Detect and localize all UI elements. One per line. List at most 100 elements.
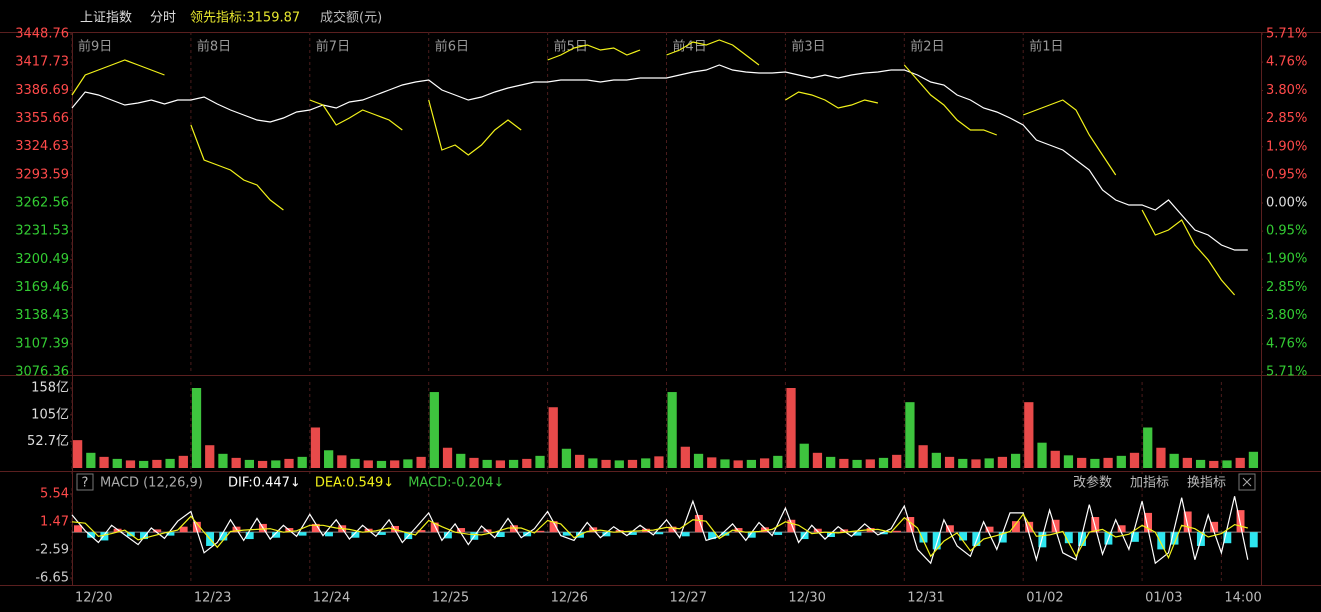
macd-bar bbox=[747, 532, 756, 538]
macd-bar bbox=[1078, 532, 1086, 546]
macd-bar bbox=[1025, 521, 1034, 533]
volume-bar bbox=[839, 458, 849, 468]
volume-bar bbox=[390, 460, 400, 468]
volume-bar bbox=[746, 459, 757, 468]
day-label: 前1日 bbox=[1029, 39, 1063, 55]
macd-bar bbox=[443, 532, 452, 539]
day-label: 前3日 bbox=[791, 39, 825, 55]
macd-bar bbox=[998, 532, 1007, 543]
day-label: 前8日 bbox=[197, 39, 231, 55]
macd-bar bbox=[628, 532, 637, 535]
y2-tick-label: 4.76% bbox=[1266, 55, 1307, 70]
y-tick-label: -6.65 bbox=[35, 571, 69, 586]
x-tick-label: 12/27 bbox=[670, 591, 707, 606]
volume-bar bbox=[799, 443, 809, 468]
macd-bar bbox=[1210, 521, 1219, 533]
macd-bar bbox=[787, 519, 796, 533]
volume-bar bbox=[693, 453, 704, 468]
macd-bar bbox=[1223, 532, 1232, 544]
help-box[interactable] bbox=[76, 473, 94, 491]
macd-bar bbox=[219, 532, 228, 541]
day-label: 前2日 bbox=[910, 39, 944, 55]
volume-bar bbox=[733, 460, 743, 468]
volume-bar bbox=[429, 392, 439, 468]
volume-bar bbox=[297, 456, 307, 468]
x-tick-label: 01/02 bbox=[1026, 591, 1063, 606]
volume-bar bbox=[1195, 459, 1206, 468]
x-tick-label: 12/24 bbox=[313, 591, 350, 606]
price-line bbox=[71, 39, 1236, 296]
volume-bar bbox=[1209, 460, 1219, 468]
macd-bar bbox=[945, 525, 954, 533]
toolbar-button[interactable]: 改参数 bbox=[1073, 475, 1112, 491]
x-tick-label: 12/23 bbox=[194, 591, 231, 606]
macd-bar bbox=[298, 532, 307, 536]
volume-bar bbox=[337, 455, 347, 468]
macd-bar bbox=[1051, 519, 1060, 533]
close-box[interactable] bbox=[1238, 473, 1256, 491]
macd-bar bbox=[602, 532, 611, 537]
y-tick-label: 3107.39 bbox=[15, 336, 69, 351]
volume-bar bbox=[350, 458, 360, 468]
macd-bar bbox=[985, 526, 994, 533]
close-icon[interactable] bbox=[1242, 477, 1252, 487]
volume-bar bbox=[1024, 402, 1034, 468]
volume-bar bbox=[257, 460, 268, 468]
macd-bar bbox=[734, 528, 743, 533]
macd-bar bbox=[694, 514, 703, 533]
volume-bar bbox=[139, 460, 149, 468]
indicator: 领先指标:3159.87 bbox=[190, 11, 300, 26]
volume-bar bbox=[231, 457, 241, 468]
macd-bar bbox=[1236, 510, 1245, 533]
y2-tick-label: 0.95% bbox=[1266, 224, 1307, 239]
volume-bar bbox=[918, 445, 928, 468]
help-icon[interactable]: ? bbox=[82, 476, 89, 491]
macd-bar bbox=[681, 532, 690, 537]
volume-bar bbox=[1090, 458, 1100, 468]
macd-title: MACD (12,26,9) bbox=[100, 476, 203, 491]
macd-bar bbox=[721, 532, 730, 536]
volume-bar bbox=[403, 459, 413, 468]
macd-bar bbox=[1183, 511, 1192, 533]
x-tick-label: 12/25 bbox=[432, 591, 469, 606]
macd-bar bbox=[74, 525, 82, 533]
y-tick-label: 3324.63 bbox=[15, 139, 69, 154]
macd-bar bbox=[430, 522, 439, 533]
volume-bar bbox=[1222, 460, 1232, 468]
volume-bar bbox=[1182, 457, 1192, 468]
volume-bar bbox=[561, 448, 572, 468]
y2-tick-label: 1.90% bbox=[1266, 252, 1307, 267]
toolbar-button[interactable]: 加指标 bbox=[1130, 476, 1169, 491]
volume-bar bbox=[112, 458, 122, 468]
volume-bar bbox=[271, 460, 281, 468]
toolbar-button[interactable]: 换指标 bbox=[1187, 476, 1226, 491]
macd-bar bbox=[153, 529, 162, 533]
macd-bar bbox=[1064, 532, 1073, 544]
volume-bar bbox=[720, 459, 730, 468]
volume-bar bbox=[522, 458, 532, 468]
volume-bar bbox=[614, 460, 624, 468]
volume-bar bbox=[812, 452, 823, 468]
macd-bar bbox=[932, 532, 941, 550]
macd-bar bbox=[919, 532, 928, 543]
volume-bar bbox=[667, 392, 677, 468]
volume-bar bbox=[218, 453, 228, 468]
volume-bar bbox=[1169, 453, 1179, 468]
volume-bar bbox=[1129, 452, 1140, 468]
y-tick-label: 3231.53 bbox=[15, 224, 69, 239]
macd-bar bbox=[1170, 532, 1179, 545]
macd-bar bbox=[549, 521, 558, 533]
macd-bar bbox=[959, 532, 968, 541]
volume-bar bbox=[1010, 453, 1021, 468]
macd-bar bbox=[813, 528, 822, 533]
y-tick-label: 3200.49 bbox=[15, 252, 69, 267]
volume-bar bbox=[1235, 457, 1245, 468]
y-tick-label: -2.59 bbox=[35, 543, 69, 558]
y-tick-label: 5.54 bbox=[40, 487, 69, 502]
x-tick-label: 12/20 bbox=[75, 591, 112, 606]
macd-bar bbox=[655, 532, 664, 535]
volume-bar bbox=[865, 459, 875, 468]
y2-tick-label: 4.76% bbox=[1266, 336, 1307, 351]
volume-bar bbox=[165, 458, 175, 468]
